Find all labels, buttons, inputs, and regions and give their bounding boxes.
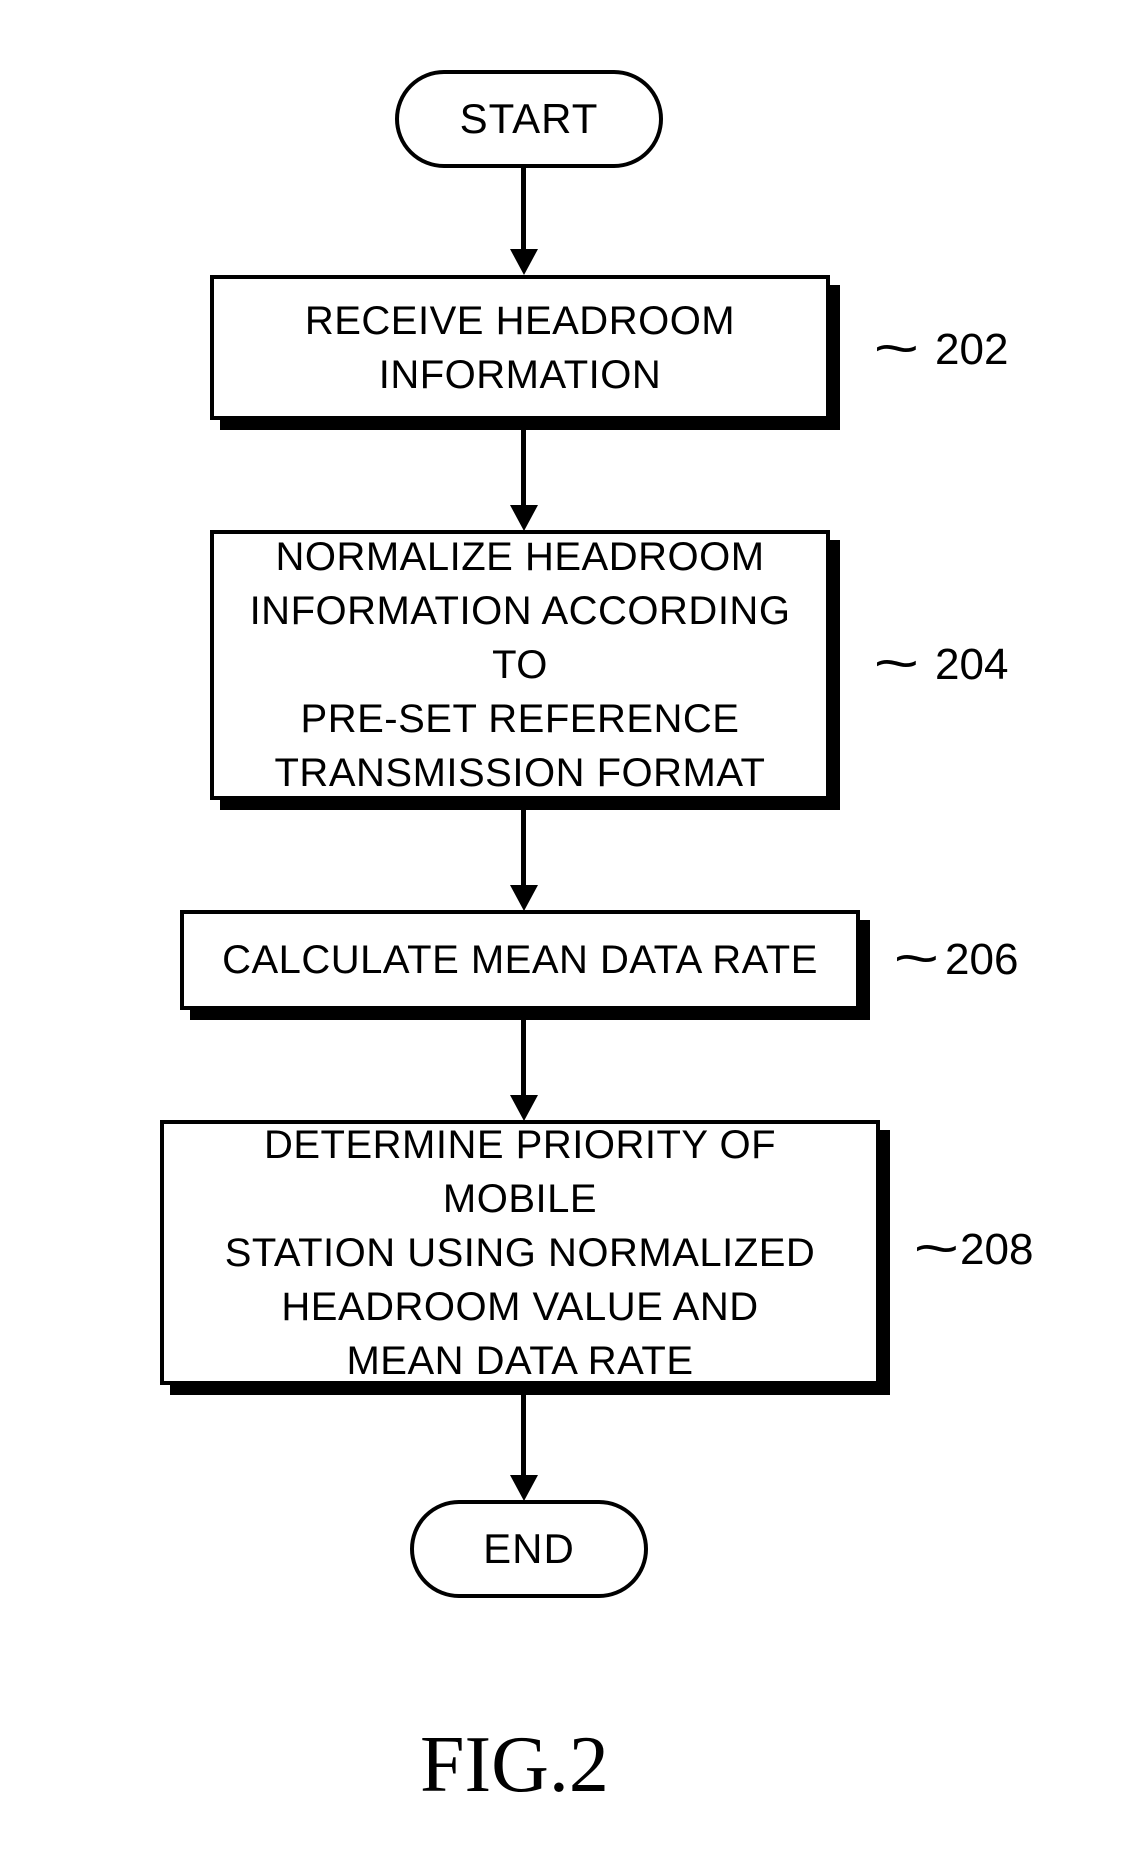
process-text: CALCULATE MEAN DATA RATE [222, 933, 818, 987]
ref-label-208: 208 [960, 1225, 1033, 1275]
arrow-head [510, 249, 538, 275]
terminator-start-label: START [460, 95, 599, 143]
arrow-head [510, 1475, 538, 1501]
process-202: RECEIVE HEADROOMINFORMATION [210, 275, 830, 420]
process-208: DETERMINE PRIORITY OF MOBILESTATION USIN… [160, 1120, 880, 1385]
arrow [521, 1020, 526, 1100]
ref-connector: ~ [913, 1215, 959, 1280]
terminator-end: END [410, 1500, 648, 1598]
process-text: DETERMINE PRIORITY OF MOBILESTATION USIN… [184, 1118, 856, 1388]
process-206: CALCULATE MEAN DATA RATE [180, 910, 860, 1010]
ref-connector: ~ [893, 925, 939, 990]
flowchart-canvas: START RECEIVE HEADROOMINFORMATION ~ 202 … [0, 0, 1129, 1865]
arrow [521, 430, 526, 510]
terminator-end-label: END [483, 1525, 575, 1573]
arrow-head [510, 885, 538, 911]
figure-label: FIG.2 [420, 1720, 609, 1811]
process-box: CALCULATE MEAN DATA RATE [180, 910, 860, 1010]
arrow [521, 1395, 526, 1480]
process-text: RECEIVE HEADROOMINFORMATION [305, 294, 735, 402]
terminator-start: START [395, 70, 663, 168]
arrow [521, 810, 526, 890]
process-box: RECEIVE HEADROOMINFORMATION [210, 275, 830, 420]
process-204: NORMALIZE HEADROOMINFORMATION ACCORDING … [210, 530, 830, 800]
ref-connector: ~ [873, 315, 919, 380]
arrow [521, 164, 526, 254]
process-box: DETERMINE PRIORITY OF MOBILESTATION USIN… [160, 1120, 880, 1385]
ref-label-206: 206 [945, 935, 1018, 985]
process-text: NORMALIZE HEADROOMINFORMATION ACCORDING … [234, 530, 806, 800]
process-box: NORMALIZE HEADROOMINFORMATION ACCORDING … [210, 530, 830, 800]
ref-label-204: 204 [935, 640, 1008, 690]
ref-connector: ~ [873, 630, 919, 695]
ref-label-202: 202 [935, 325, 1008, 375]
arrow-head [510, 505, 538, 531]
